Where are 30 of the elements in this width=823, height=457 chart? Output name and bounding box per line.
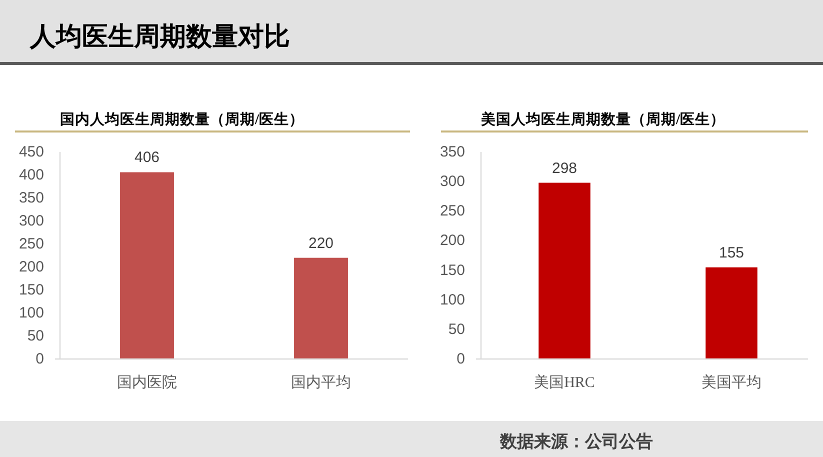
y-tick-label: 150 xyxy=(18,282,44,298)
chart-title: 人均医生周期数量对比 xyxy=(29,21,290,51)
y-tick-label: 250 xyxy=(440,202,465,220)
y-tick-label: 0 xyxy=(456,350,465,368)
x-tick-label: 国内平均 xyxy=(291,374,351,391)
y-tick-label: 0 xyxy=(36,350,44,368)
x-tick-label: 国内医院 xyxy=(117,374,177,391)
data-label: 155 xyxy=(718,244,744,262)
source-note: 数据来源：公司公告 xyxy=(499,432,653,451)
y-tick-label: 200 xyxy=(18,258,44,276)
y-tick-label: 100 xyxy=(18,304,44,322)
y-tick-label: 50 xyxy=(448,320,465,338)
data-label: 406 xyxy=(134,149,160,166)
chart-subtitle: 美国人均医生周期数量（周期/医生） xyxy=(480,110,726,128)
y-tick-label: 150 xyxy=(440,262,465,279)
y-tick-label: 300 xyxy=(440,173,465,190)
data-label: 298 xyxy=(552,160,578,177)
y-tick-label: 200 xyxy=(440,232,465,250)
y-tick-label: 400 xyxy=(18,166,44,184)
y-tick-label: 350 xyxy=(18,190,44,206)
data-label: 220 xyxy=(308,234,334,252)
y-tick-label: 100 xyxy=(440,291,465,308)
x-tick-label: 美国HRC xyxy=(534,374,595,391)
y-tick-label: 450 xyxy=(18,144,44,160)
y-tick-label: 300 xyxy=(18,212,44,230)
y-tick-label: 350 xyxy=(440,144,465,160)
y-tick-label: 250 xyxy=(18,236,44,252)
chart-subtitle: 国内人均医生周期数量（周期/医生） xyxy=(60,111,304,128)
x-tick-label: 美国平均 xyxy=(702,374,762,391)
y-tick-label: 50 xyxy=(27,328,44,344)
